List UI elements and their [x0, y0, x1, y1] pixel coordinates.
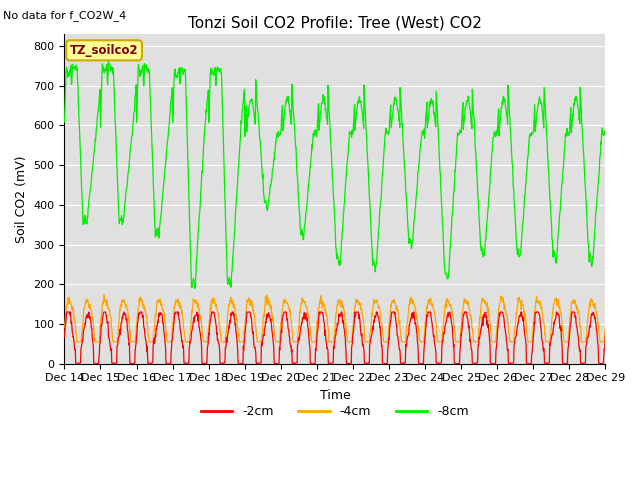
Text: TZ_soilco2: TZ_soilco2: [70, 44, 138, 57]
Title: Tonzi Soil CO2 Profile: Tree (West) CO2: Tonzi Soil CO2 Profile: Tree (West) CO2: [188, 15, 482, 30]
Text: No data for f_CO2W_4: No data for f_CO2W_4: [3, 10, 127, 21]
Legend: -2cm, -4cm, -8cm: -2cm, -4cm, -8cm: [196, 400, 474, 423]
X-axis label: Time: Time: [319, 389, 350, 402]
Y-axis label: Soil CO2 (mV): Soil CO2 (mV): [15, 155, 28, 242]
